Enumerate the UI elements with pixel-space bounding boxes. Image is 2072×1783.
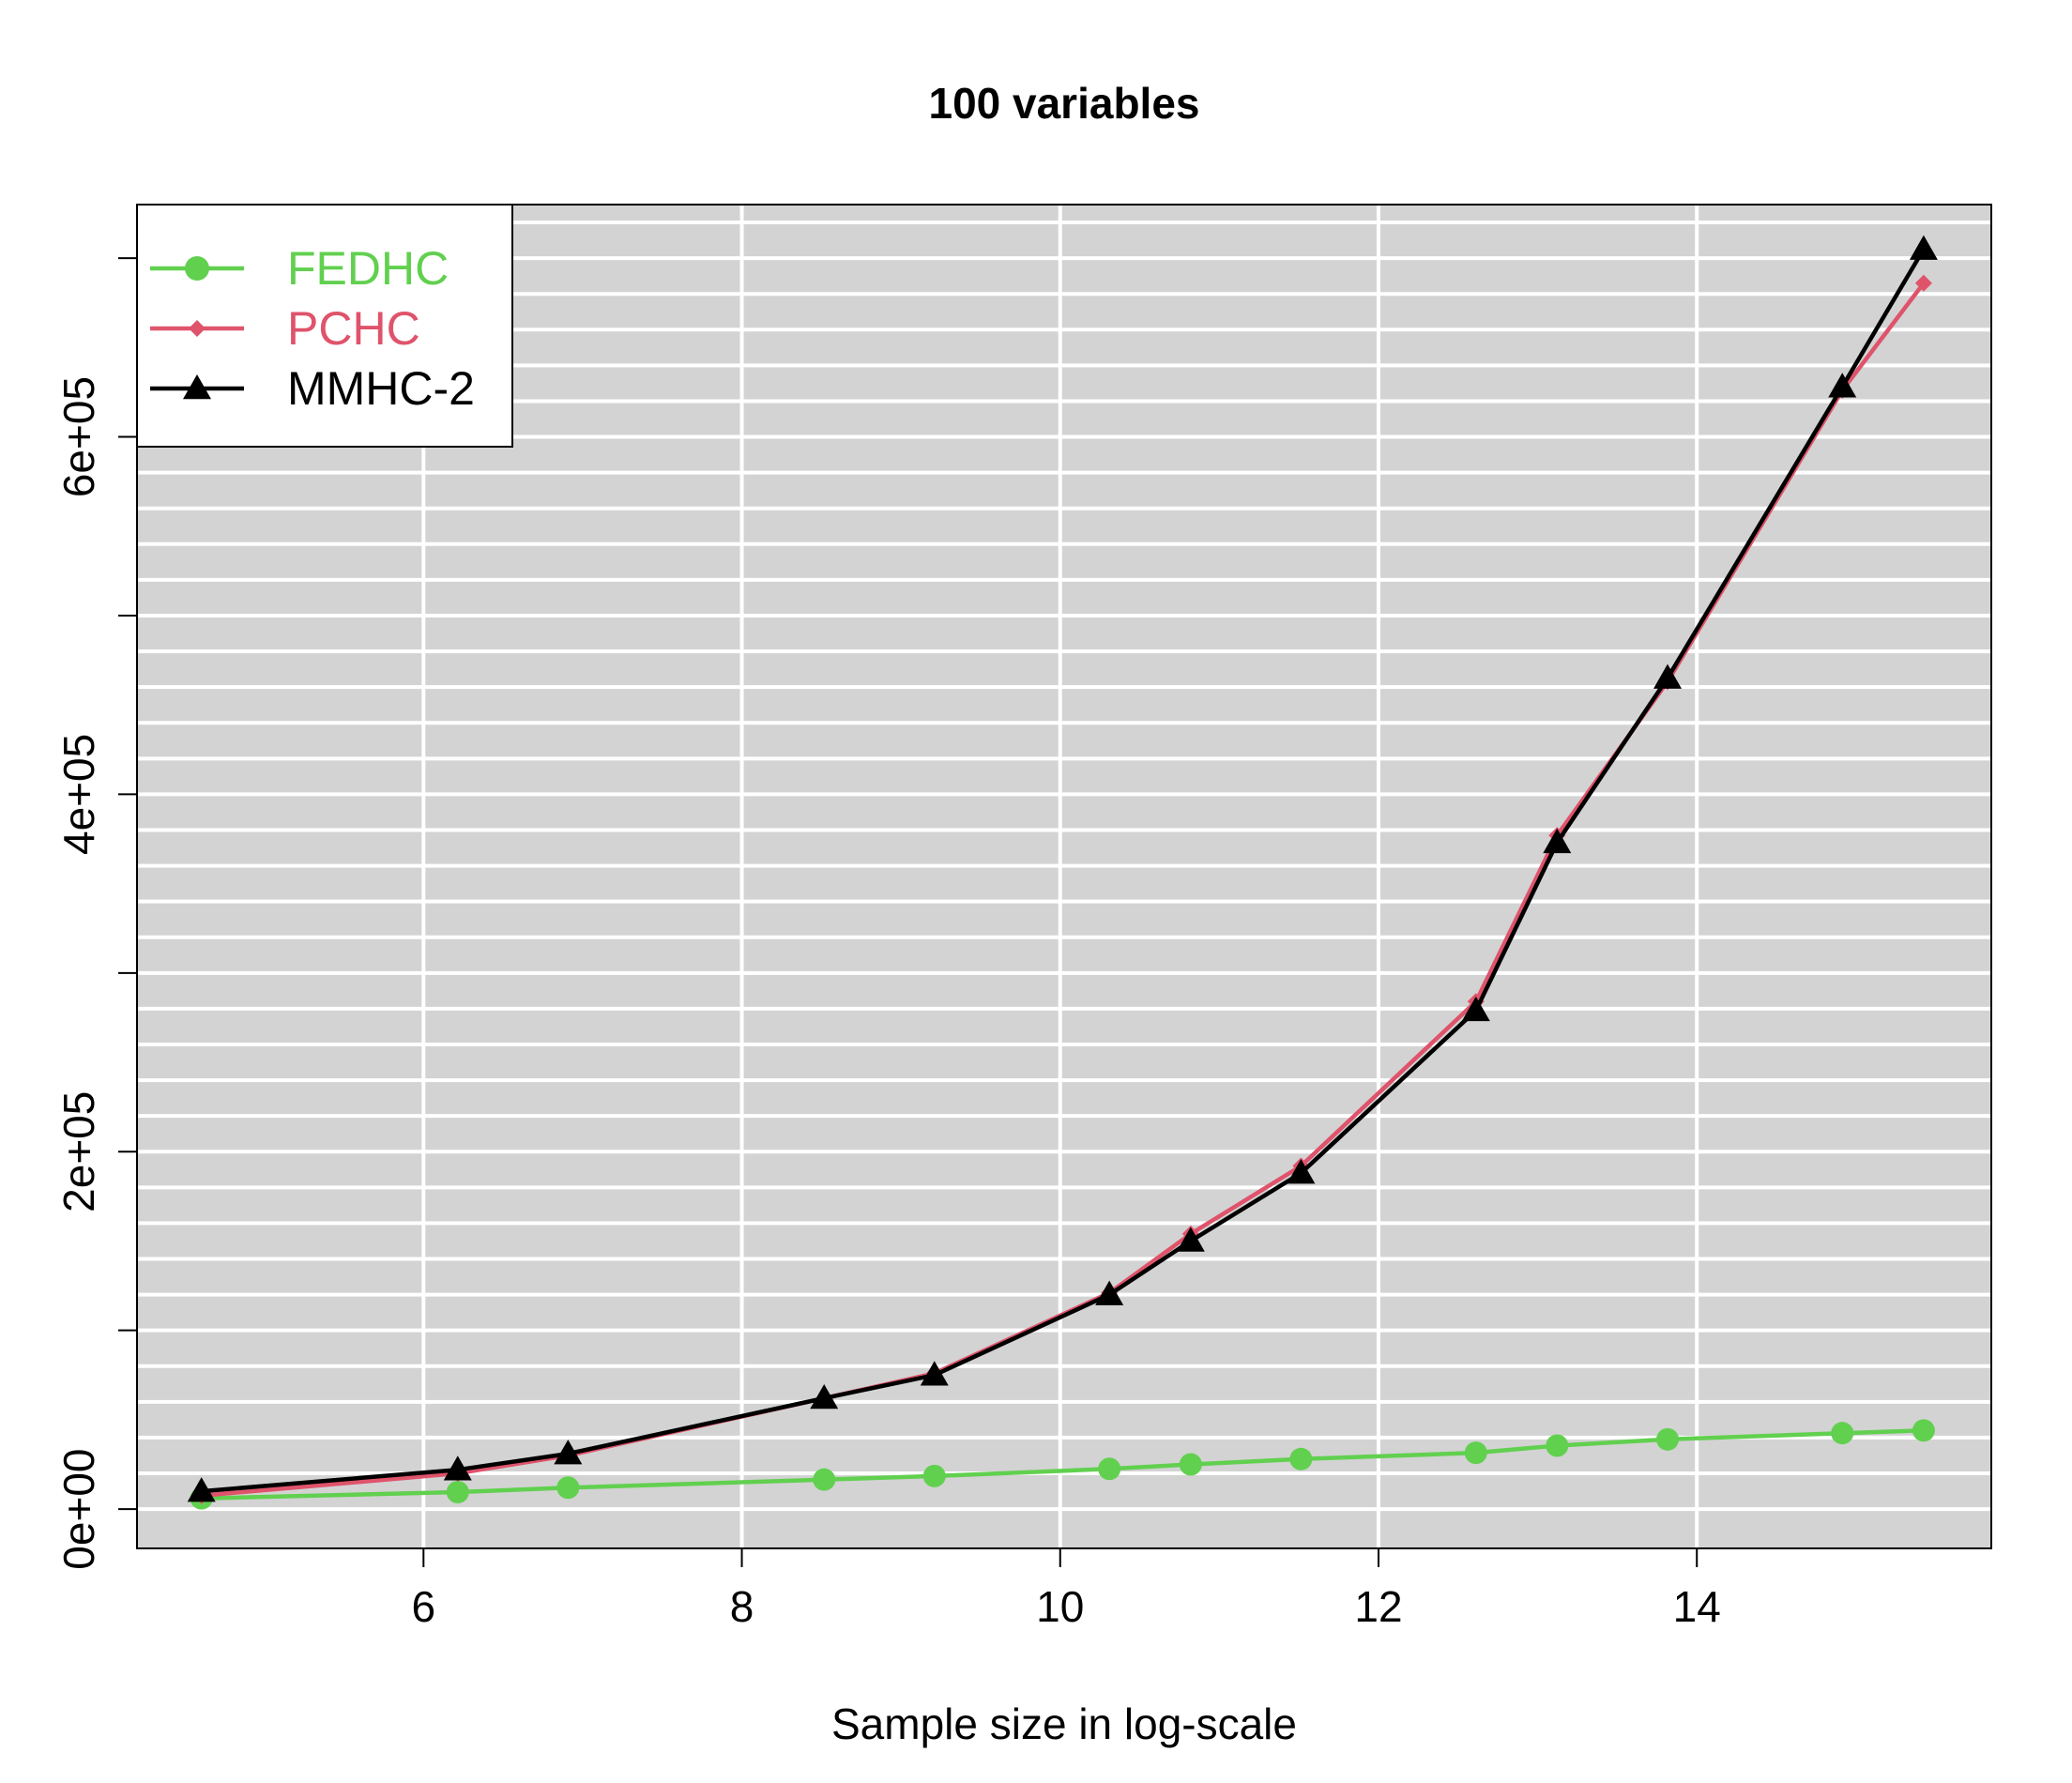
y-tick-label: 6e+05 [54, 376, 103, 497]
y-tick-label: 4e+05 [54, 734, 103, 855]
legend-item-pchc: PCHC [150, 302, 420, 355]
x-tick-label: 6 [412, 1582, 436, 1631]
x-tick-label: 8 [730, 1582, 754, 1631]
legend-item-mmhc-2: MMHC-2 [150, 362, 475, 415]
data-point [1464, 1441, 1487, 1465]
x-tick-label: 12 [1354, 1582, 1402, 1631]
data-point [1656, 1427, 1680, 1451]
data-point [187, 1477, 216, 1502]
series-mmhc-2 [187, 235, 1938, 1502]
data-point [1912, 1419, 1935, 1442]
x-axis-label: Sample size in log-scale [831, 1699, 1297, 1748]
legend: FEDHC PCHC MMHC-2 [136, 204, 513, 448]
data-point [920, 1361, 949, 1386]
data-point [1543, 828, 1572, 854]
data-point [556, 1476, 580, 1500]
x-axis: 6 8 10 12 14 [412, 1548, 1721, 1631]
data-point [443, 1455, 472, 1481]
gridlines [137, 205, 1991, 1548]
data-point [1914, 274, 1932, 292]
data-point [1546, 1434, 1569, 1457]
legend-item-fedhc: FEDHC [150, 242, 449, 295]
data-point [1176, 1227, 1205, 1252]
data-point [922, 1464, 946, 1487]
y-tick-label: 2e+05 [54, 1091, 103, 1212]
legend-marker [185, 256, 209, 281]
legend-marker [183, 374, 211, 400]
data-point [1289, 1447, 1313, 1471]
data-point [810, 1384, 839, 1410]
data-point [1095, 1280, 1124, 1305]
data-point [554, 1440, 583, 1465]
data-point [1828, 373, 1857, 398]
plot-border [136, 204, 1992, 1549]
data-point [1098, 1457, 1121, 1481]
x-tick-label: 14 [1673, 1582, 1721, 1631]
data-point [813, 1468, 836, 1491]
y-tick-label: 0e+00 [54, 1449, 103, 1570]
data-point [1287, 1159, 1316, 1184]
legend-label: PCHC [287, 302, 420, 355]
data-point [1831, 1422, 1854, 1445]
data-point [1461, 996, 1490, 1022]
data-point [446, 1481, 469, 1504]
legend-marker [189, 320, 206, 337]
series-layer [136, 204, 1992, 1549]
data-point [1179, 1453, 1202, 1476]
y-axis: 0e+00 2e+05 4e+05 6e+05 [54, 257, 137, 1570]
chart-title: 100 variables [928, 79, 1199, 128]
legend-label: MMHC-2 [287, 362, 475, 415]
x-tick-label: 10 [1036, 1582, 1084, 1631]
data-point [1653, 663, 1683, 689]
data-point [1909, 235, 1938, 260]
legend-label: FEDHC [287, 242, 449, 295]
